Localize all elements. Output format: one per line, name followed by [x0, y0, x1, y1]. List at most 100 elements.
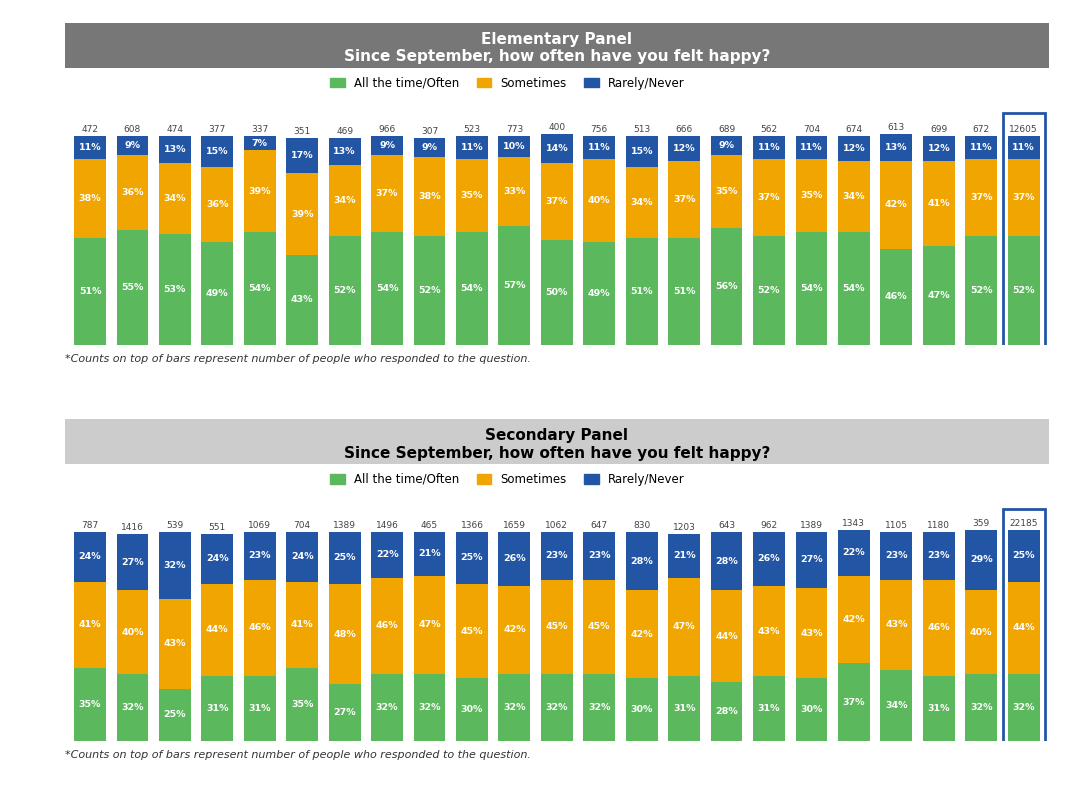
Bar — [159, 599, 190, 688]
Text: 13%: 13% — [886, 143, 907, 152]
Text: 26%: 26% — [758, 554, 780, 564]
Text: 44%: 44% — [206, 626, 228, 634]
Bar — [1008, 674, 1039, 741]
Bar — [710, 228, 742, 345]
Bar — [74, 668, 105, 741]
Text: Since September, how often have you felt happy?: Since September, how often have you felt… — [343, 49, 770, 64]
Text: 11%: 11% — [79, 143, 101, 152]
Bar — [329, 684, 360, 741]
Bar — [1008, 582, 1039, 674]
Text: 27%: 27% — [801, 556, 823, 565]
Text: 562: 562 — [761, 125, 778, 133]
Bar — [668, 238, 700, 345]
Bar — [244, 150, 275, 232]
Text: 787: 787 — [82, 521, 99, 530]
Text: 28%: 28% — [631, 557, 653, 565]
Bar — [753, 136, 784, 159]
Bar — [626, 167, 657, 238]
Text: 469: 469 — [336, 127, 353, 136]
Bar — [116, 136, 148, 155]
Text: 43%: 43% — [886, 620, 907, 630]
Text: 34%: 34% — [164, 194, 186, 203]
Text: 307: 307 — [421, 127, 438, 136]
Bar — [456, 678, 487, 741]
Bar — [371, 532, 404, 578]
Text: 54%: 54% — [801, 283, 823, 293]
Text: *Counts on top of bars represent number of people who responded to the question.: *Counts on top of bars represent number … — [65, 750, 530, 760]
Bar — [923, 532, 954, 580]
Text: 28%: 28% — [716, 557, 738, 565]
Text: 32%: 32% — [122, 703, 144, 711]
Bar — [201, 136, 233, 167]
X-axis label: Ward: Ward — [541, 364, 572, 378]
Bar — [541, 163, 572, 241]
Text: 43%: 43% — [164, 639, 186, 648]
Bar — [159, 532, 190, 599]
Text: 47%: 47% — [928, 291, 950, 300]
Bar — [286, 532, 318, 582]
Text: 22185: 22185 — [1009, 518, 1038, 527]
Text: 9%: 9% — [125, 141, 141, 149]
Text: 32%: 32% — [164, 561, 186, 570]
Bar — [286, 582, 318, 668]
Text: 14%: 14% — [546, 144, 568, 152]
Text: 34%: 34% — [886, 701, 907, 710]
Bar — [498, 136, 530, 156]
Bar — [201, 534, 233, 584]
Text: 35%: 35% — [461, 191, 483, 200]
Text: 51%: 51% — [631, 287, 653, 296]
Text: 1180: 1180 — [928, 521, 950, 530]
Bar — [329, 138, 360, 165]
Text: 37%: 37% — [758, 193, 780, 202]
Text: 54%: 54% — [461, 283, 483, 293]
Text: 36%: 36% — [207, 200, 228, 209]
Text: 608: 608 — [124, 125, 141, 133]
Bar — [795, 159, 827, 232]
Text: 52%: 52% — [1013, 286, 1035, 295]
Text: 26%: 26% — [504, 554, 526, 564]
Bar — [456, 532, 487, 584]
Bar — [74, 136, 105, 159]
Text: 56%: 56% — [716, 282, 738, 291]
Text: 42%: 42% — [631, 630, 653, 638]
Text: 31%: 31% — [672, 703, 695, 713]
Text: 27%: 27% — [122, 557, 144, 567]
Bar — [1008, 530, 1039, 582]
Text: Elementary Panel: Elementary Panel — [481, 32, 633, 47]
Bar — [244, 232, 275, 345]
Bar — [116, 674, 148, 741]
Text: 773: 773 — [506, 125, 523, 133]
Text: 32%: 32% — [1013, 703, 1035, 711]
Text: 37%: 37% — [969, 193, 992, 202]
Bar — [498, 532, 530, 586]
Text: 54%: 54% — [376, 283, 398, 293]
Text: 52%: 52% — [419, 286, 441, 295]
Bar — [753, 586, 784, 676]
Bar — [626, 238, 657, 345]
Bar — [710, 682, 742, 741]
Bar — [626, 590, 657, 678]
Text: 1659: 1659 — [502, 521, 526, 530]
Text: 613: 613 — [888, 122, 905, 132]
Text: 47%: 47% — [419, 620, 441, 630]
Text: 337: 337 — [251, 125, 268, 133]
Text: 647: 647 — [591, 521, 608, 530]
Text: 40%: 40% — [969, 627, 992, 637]
Text: 44%: 44% — [716, 632, 738, 641]
Bar — [498, 586, 530, 674]
Bar — [74, 159, 105, 238]
Bar — [201, 676, 233, 741]
Bar — [838, 530, 869, 576]
Text: 30%: 30% — [461, 705, 483, 714]
Bar — [583, 674, 615, 741]
Bar — [965, 159, 997, 236]
Bar — [965, 590, 997, 674]
Bar — [838, 664, 869, 741]
Bar — [541, 674, 572, 741]
Bar — [329, 165, 360, 236]
Text: 962: 962 — [761, 521, 778, 530]
Text: 27%: 27% — [334, 708, 356, 717]
Text: 40%: 40% — [587, 196, 610, 205]
Bar — [965, 136, 997, 159]
Text: Secondary Panel: Secondary Panel — [485, 428, 628, 442]
